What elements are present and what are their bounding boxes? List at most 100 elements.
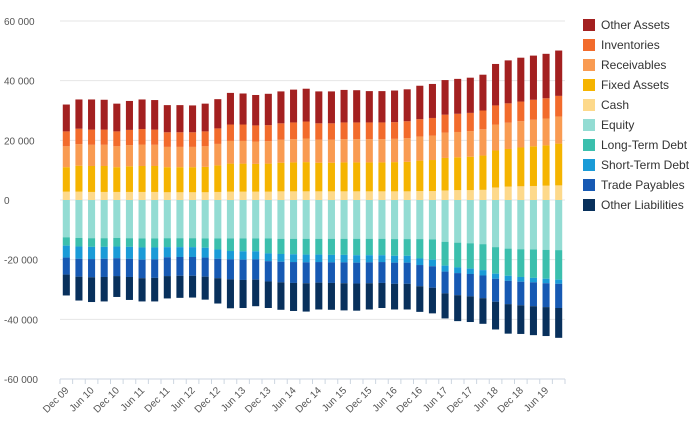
bar-segment-long-term-debt xyxy=(492,247,500,274)
bar-segment-fixed-assets xyxy=(403,161,411,192)
bar-segment-short-term-debt xyxy=(466,268,474,274)
bar-segment-inventories xyxy=(378,122,386,140)
bar-segment-inventories xyxy=(315,123,323,140)
x-tick-label: Dec 09 xyxy=(41,385,71,415)
bar-segment-cash xyxy=(100,191,108,200)
bar-segment-short-term-debt xyxy=(542,278,550,284)
bar-segment-trade-payables xyxy=(353,262,361,284)
bar-segment-inventories xyxy=(327,123,335,140)
bar-segment-fixed-assets xyxy=(327,162,335,192)
bar-segment-other-assets xyxy=(466,77,474,113)
bar-segment-other-assets xyxy=(378,91,386,123)
bar-segment-fixed-assets xyxy=(365,162,373,192)
bar-segment-cash xyxy=(327,191,335,200)
bar-segment-receivables xyxy=(163,146,171,168)
bar-segment-other-assets xyxy=(327,91,335,124)
bar-segment-cash xyxy=(138,191,146,200)
bar-segment-receivables xyxy=(428,135,436,161)
bar-segment-other-liabilities xyxy=(428,287,436,314)
bar-segment-short-term-debt xyxy=(163,247,171,258)
bar-segment-long-term-debt xyxy=(189,238,197,248)
bar-segment-receivables xyxy=(416,136,424,161)
bar-segment-other-liabilities xyxy=(504,304,512,334)
bar-segment-inventories xyxy=(302,121,310,139)
bar-segment-other-assets xyxy=(113,103,121,132)
bar-segment-fixed-assets xyxy=(163,167,171,193)
bar-segment-equity xyxy=(264,200,272,239)
bar-segment-equity xyxy=(441,200,449,242)
bar-segment-fixed-assets xyxy=(428,160,436,192)
bar-segment-receivables xyxy=(151,144,159,166)
bar-segment-short-term-debt xyxy=(113,246,121,259)
bar-segment-long-term-debt xyxy=(416,239,424,259)
bar-segment-other-assets xyxy=(100,99,108,130)
bar-segment-trade-payables xyxy=(239,259,247,280)
bar-segment-long-term-debt xyxy=(302,238,310,255)
bar-segment-long-term-debt xyxy=(88,238,96,247)
bar-segment-inventories xyxy=(479,110,487,130)
bar-segment-long-term-debt xyxy=(100,238,108,247)
bar-segment-other-liabilities xyxy=(239,279,247,308)
bar-segment-equity xyxy=(151,200,159,239)
bar-segment-cash xyxy=(264,191,272,200)
bar-segment-trade-payables xyxy=(201,257,209,277)
bar-segment-fixed-assets xyxy=(201,166,209,193)
bar-segment-other-assets xyxy=(416,85,424,120)
bar-segment-long-term-debt xyxy=(75,237,83,247)
bar-segment-short-term-debt xyxy=(504,275,512,281)
bar-segment-other-assets xyxy=(441,80,449,115)
bar-segment-fixed-assets xyxy=(239,163,247,192)
legend-swatch xyxy=(583,79,595,91)
bar-segment-other-liabilities xyxy=(454,295,462,322)
bar-segment-inventories xyxy=(517,101,525,122)
bar-segment-receivables xyxy=(264,141,272,164)
bar-segment-other-assets xyxy=(239,93,247,125)
bar-segment-long-term-debt xyxy=(454,242,462,268)
bar-segment-inventories xyxy=(542,98,550,119)
bar-segment-inventories xyxy=(365,122,373,140)
bar-segment-short-term-debt xyxy=(529,277,537,283)
bar-segment-fixed-assets xyxy=(391,162,399,192)
bar-segment-trade-payables xyxy=(302,262,310,284)
legend-swatch xyxy=(583,99,595,111)
bar-segment-long-term-debt xyxy=(504,248,512,276)
bar-segment-other-assets xyxy=(302,88,310,122)
bar-segment-inventories xyxy=(441,114,449,133)
bar-segment-fixed-assets xyxy=(125,166,133,192)
bar-segment-short-term-debt xyxy=(365,255,373,263)
bar-segment-equity xyxy=(327,200,335,239)
bar-segment-long-term-debt xyxy=(340,238,348,255)
bar-segment-cash xyxy=(252,191,260,200)
bar-segment-receivables xyxy=(466,131,474,157)
bar-segment-other-assets xyxy=(290,89,298,123)
bar-segment-inventories xyxy=(454,113,462,132)
legend-swatch xyxy=(583,19,595,31)
bar-segment-long-term-debt xyxy=(62,237,70,246)
bar-segment-other-liabilities xyxy=(302,283,310,312)
bar-segment-receivables xyxy=(479,129,487,156)
x-tick-label: Dec 10 xyxy=(92,385,122,415)
bar-segment-receivables xyxy=(315,139,323,163)
bar-segment-trade-payables xyxy=(454,273,462,296)
bar-segment-short-term-debt xyxy=(75,246,83,259)
bar-segment-inventories xyxy=(504,103,512,123)
bar-segment-cash xyxy=(75,191,83,200)
bar-segment-trade-payables xyxy=(441,271,449,294)
bar-segment-inventories xyxy=(340,122,348,140)
bar-segment-trade-payables xyxy=(428,266,436,288)
bar-segment-cash xyxy=(403,191,411,200)
bar-segment-equity xyxy=(529,200,537,250)
bar-segment-fixed-assets xyxy=(88,165,96,192)
bar-segment-short-term-debt xyxy=(353,255,361,263)
x-tick-label: Dec 18 xyxy=(496,385,526,415)
bar-segment-cash xyxy=(378,191,386,200)
bar-segment-trade-payables xyxy=(125,258,133,277)
bar-segment-fixed-assets xyxy=(176,167,184,193)
bar-segment-fixed-assets xyxy=(529,146,537,186)
bar-segment-cash xyxy=(88,191,96,200)
legend-label: Fixed Assets xyxy=(601,78,669,92)
bar-segment-receivables xyxy=(75,144,83,166)
bar-segment-other-liabilities xyxy=(479,298,487,324)
bar-segment-long-term-debt xyxy=(176,238,184,248)
bar-segment-trade-payables xyxy=(529,282,537,307)
